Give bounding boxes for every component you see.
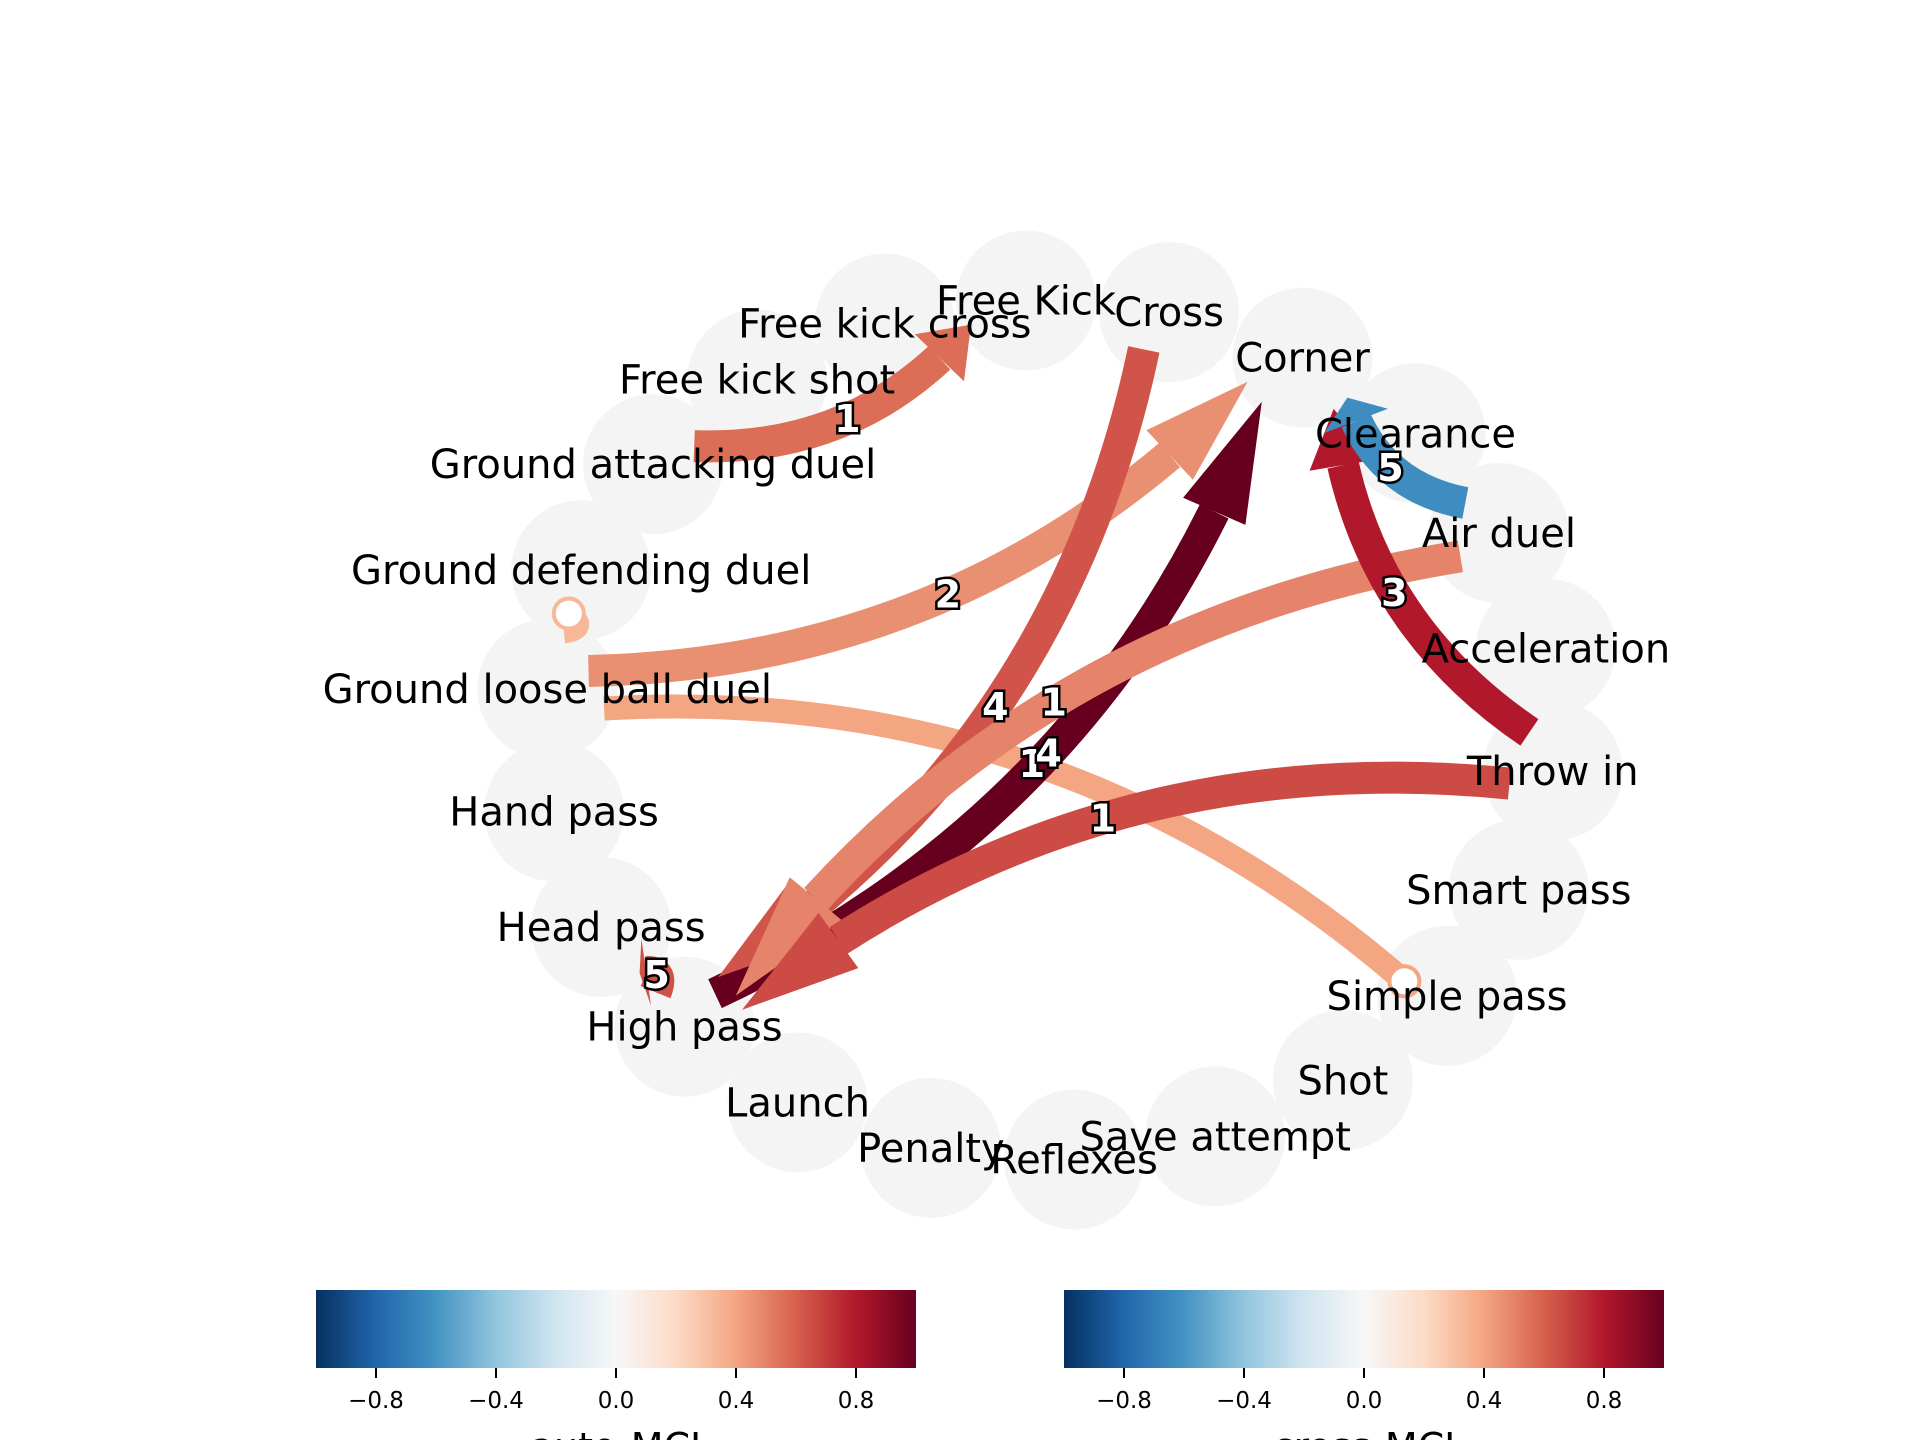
link-label-high_pass-head_pass: 5 xyxy=(643,953,669,997)
link-throw_in-corner xyxy=(1327,461,1539,746)
colorbar-tick-label-auto: 0.4 xyxy=(718,1388,755,1414)
link-label-simple_pass-ground_loose_ball_duel: 1 xyxy=(1019,742,1045,786)
colorbar-cross xyxy=(1064,1290,1664,1368)
node-cross xyxy=(1099,242,1240,383)
link-air_duel-high_pass xyxy=(804,540,1463,910)
node-label-ground_attacking_duel: Ground attacking duel xyxy=(430,442,876,488)
node-label-shot: Shot xyxy=(1297,1058,1388,1104)
link-air_duel-corner xyxy=(1341,413,1469,519)
node-label-cross: Cross xyxy=(1114,290,1224,336)
node-label-save_attempt: Save attempt xyxy=(1079,1114,1350,1160)
arrowhead-air_duel-corner xyxy=(1324,397,1388,433)
node-free_kick_shot xyxy=(687,309,828,450)
node-penalty xyxy=(860,1077,1001,1218)
node-label-ground_loose_ball_duel: Ground loose ball duel xyxy=(323,667,772,713)
node-label-head_pass: Head pass xyxy=(497,905,706,951)
node-free_kick xyxy=(956,230,1096,371)
colorbar-tick-label-cross: −0.8 xyxy=(1096,1388,1152,1414)
node-acceleration xyxy=(1475,578,1616,719)
links xyxy=(551,324,1539,1010)
link-ground_attacking_duel-free_kick xyxy=(693,346,951,463)
arrowhead-ground_attacking_duel-free_kick xyxy=(914,324,971,382)
colorbar-tick-label-auto: 0.0 xyxy=(598,1388,635,1414)
colorbars: −0.8 −0.4 0.0 0.4 0.8 auto-MCI −0.8 −0.4 0.0 0.4 0… xyxy=(316,1290,1664,1440)
colorbar-label-cross: cross-MCI xyxy=(1273,1425,1456,1440)
link-label-ground_loose_ball_duel-corner: 2 xyxy=(935,572,961,616)
node-label-hand_pass: Hand pass xyxy=(449,789,659,835)
colorbar-label-auto: auto-MCI xyxy=(531,1425,701,1440)
colorbar-auto xyxy=(316,1290,916,1368)
link-label-cross-high_pass: 4 xyxy=(982,685,1008,729)
node-hand_pass xyxy=(484,741,625,882)
link-high_pass-head_pass xyxy=(640,956,675,999)
node-label-ground_defending_duel: Ground defending duel xyxy=(351,548,811,594)
arrowhead-throw_in-high_pass xyxy=(742,912,859,1010)
node-shot xyxy=(1272,1010,1413,1151)
node-label-acceleration: Acceleration xyxy=(1422,627,1671,673)
colorbar-tick-label-auto: 0.8 xyxy=(838,1388,875,1414)
node-ground_attacking_duel xyxy=(583,394,723,535)
node-label-clearance: Clearance xyxy=(1315,411,1516,457)
arrowhead-ground_loose_ball_duel-corner xyxy=(1146,381,1248,480)
link-label-high_pass-corner: 4 xyxy=(1035,731,1061,775)
node-simple_pass xyxy=(1377,925,1517,1066)
node-label-air_duel: Air duel xyxy=(1422,511,1576,557)
node-labels: Corner Clearance Air duel Acceleration Throw… xyxy=(323,279,1671,1184)
node-head_pass xyxy=(531,857,672,997)
node-label-penalty: Penalty xyxy=(857,1126,1005,1172)
node-circles xyxy=(477,230,1623,1230)
node-label-corner: Corner xyxy=(1235,336,1370,382)
arrowhead-air_duel-high_pass xyxy=(735,877,843,996)
node-launch xyxy=(727,1032,868,1173)
link-label-throw_in-corner: 3 xyxy=(1381,571,1407,615)
node-label-reflexes: Reflexes xyxy=(990,1138,1158,1184)
colorbar-tick-label-cross: −0.4 xyxy=(1216,1388,1272,1414)
colorbar-tick-label-cross: 0.4 xyxy=(1466,1388,1503,1414)
link-label-throw_in-high_pass: 1 xyxy=(1090,797,1116,841)
node-ground_loose_ball_duel xyxy=(477,619,618,760)
node-label-free_kick_cross: Free kick cross xyxy=(738,302,1031,348)
colorbar-tick-label-auto: −0.4 xyxy=(468,1388,524,1414)
node-label-launch: Launch xyxy=(725,1080,870,1126)
colorbar-tick-label-auto: −0.8 xyxy=(348,1388,404,1414)
arrowhead-high_pass-corner xyxy=(1183,401,1262,525)
node-corner xyxy=(1232,287,1373,428)
node-label-smart_pass: Smart pass xyxy=(1406,868,1631,914)
link-end-circle-ground_defending_duel xyxy=(551,596,586,631)
link-label-air_duel-corner: 5 xyxy=(1377,446,1403,490)
node-reflexes xyxy=(1004,1089,1144,1230)
node-save_attempt xyxy=(1145,1066,1286,1207)
colorbar-tick-label-cross: 0.8 xyxy=(1586,1388,1623,1414)
node-label-free_kick: Free Kick xyxy=(936,279,1117,325)
link-label-ground_attacking_duel-free_kick: 1 xyxy=(834,397,860,441)
link-label-air_duel-high_pass: 1 xyxy=(1040,681,1066,725)
link-throw_in-high_pass xyxy=(829,761,1512,954)
arrowhead-high_pass-head_pass xyxy=(639,938,651,1006)
node-label-simple_pass: Simple pass xyxy=(1327,974,1568,1020)
node-label-high_pass: High pass xyxy=(586,1005,782,1051)
node-smart_pass xyxy=(1448,819,1589,960)
node-label-free_kick_shot: Free kick shot xyxy=(619,358,895,404)
node-label-throw_in: Throw in xyxy=(1466,749,1639,795)
node-ground_defending_duel xyxy=(511,500,652,641)
link-end-circle-simple_pass xyxy=(1387,964,1422,999)
colorbar-tick-label-cross: 0.0 xyxy=(1346,1388,1383,1414)
